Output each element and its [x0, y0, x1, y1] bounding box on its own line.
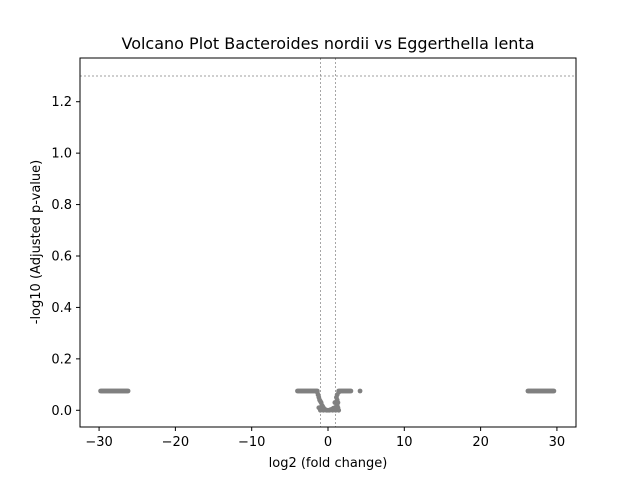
data-point-33: [357, 388, 363, 394]
chart-title: Volcano Plot Bacteroides nordii vs Egger…: [121, 34, 534, 53]
x-tick-label: 0: [324, 435, 332, 450]
threshold-lines: [80, 58, 576, 427]
y-tick-label: 0.8: [51, 198, 72, 213]
data-point-20: [314, 389, 320, 395]
data-point-30: [335, 405, 341, 411]
data-point-cluster-3: [348, 388, 354, 394]
y-tick-label: 0.4: [51, 301, 72, 316]
y-tick-label: 0.2: [51, 352, 72, 367]
x-tick-label: 10: [396, 435, 413, 450]
y-axis-ticks: 0.0 0.2 0.4 0.6 0.8 1.0 1.2: [51, 95, 80, 419]
y-tick-label: 0.0: [51, 404, 72, 419]
y-axis-label: -log10 (Adjusted p-value): [29, 160, 44, 324]
data-point-cluster-0: [125, 388, 131, 394]
data-point-29: [316, 405, 322, 411]
y-tick-label: 1.0: [51, 147, 72, 162]
data-point-31: [332, 400, 338, 405]
data-points: [98, 388, 557, 413]
x-axis-label: log2 (fold change): [269, 456, 388, 471]
x-tick-label: 30: [549, 435, 566, 450]
x-tick-label: −20: [162, 435, 189, 450]
y-tick-label: 1.2: [51, 95, 72, 110]
plot-area-frame: [79, 57, 577, 428]
x-tick-label: −30: [85, 435, 112, 450]
x-tick-label: −10: [238, 435, 265, 450]
data-point-cluster-1: [551, 388, 557, 394]
x-axis-ticks: −30 −20 −10 0 10 20 30: [85, 427, 565, 450]
y-tick-label: 0.6: [51, 250, 72, 265]
data-point-32: [334, 392, 340, 398]
x-tick-label: 20: [472, 435, 489, 450]
